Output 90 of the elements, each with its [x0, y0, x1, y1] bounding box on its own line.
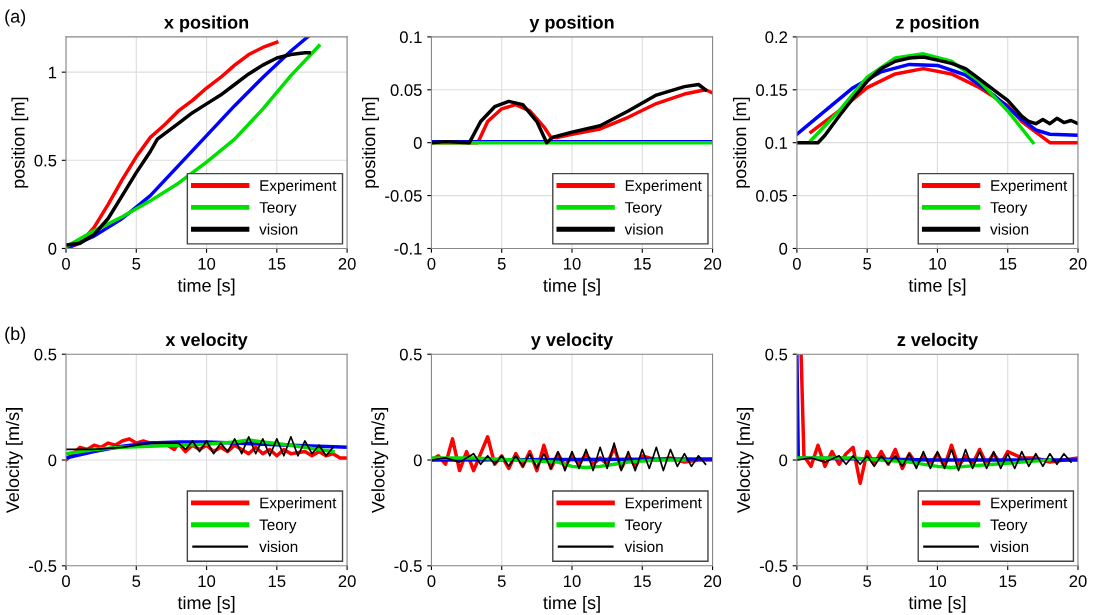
- legend-label: Teory: [259, 202, 297, 216]
- y-axis-title: Velocity [m/s]: [5, 408, 23, 514]
- text: (b): [5, 326, 26, 344]
- legend-label: Teory: [624, 519, 662, 534]
- y-tick-label: -0.05: [385, 189, 422, 202]
- x-tick-label: 20: [704, 575, 722, 588]
- x-tick-label: 15: [268, 575, 286, 588]
- y-tick-label: -0.1: [394, 242, 422, 255]
- legend-label: Teory: [990, 519, 1028, 534]
- y-tick-label: 0: [48, 454, 57, 467]
- x-tick-label: 10: [929, 575, 947, 588]
- y-tick-label: 1: [48, 66, 57, 79]
- x-tick-label: 10: [564, 575, 581, 588]
- y-tick-label: 0: [779, 454, 788, 467]
- legend-label: Experiment: [260, 497, 337, 512]
- x-tick-label: 20: [1069, 257, 1087, 270]
- legend-label: vision: [990, 540, 1029, 553]
- y-tick-label: -0.5: [394, 560, 422, 572]
- x-tick-label: 0: [792, 575, 801, 588]
- legend-label: Teory: [990, 202, 1028, 216]
- legend-label: Experiment: [625, 497, 702, 512]
- y-axis-title: Velocity [m/s]: [371, 408, 389, 514]
- legend-label: vision: [624, 223, 663, 235]
- x-axis-title: time [s]: [177, 595, 235, 613]
- x-tick-label: 15: [268, 258, 286, 270]
- x-tick-label: 20: [338, 257, 356, 270]
- y-tick-label: 0.2: [765, 31, 788, 44]
- x-tick-label: 5: [497, 575, 506, 588]
- x-axis-title: time [s]: [908, 278, 966, 296]
- x-tick-label: 10: [929, 257, 947, 270]
- x-tick-label: 15: [634, 575, 651, 588]
- x-tick-label: 0: [62, 257, 70, 270]
- x-tick-label: 0: [427, 257, 436, 270]
- y-tick-label: 0.1: [765, 137, 788, 149]
- x-tick-label: 10: [564, 257, 581, 270]
- x-tick-label: 15: [999, 258, 1017, 270]
- legend-label: vision: [259, 540, 298, 553]
- legend-label: Experiment: [991, 497, 1068, 512]
- x-tick-label: 5: [863, 258, 872, 270]
- y-axis-title: position [m]: [11, 97, 29, 188]
- chart-title: z position: [896, 15, 979, 33]
- y-axis-title: Velocity [m/s]: [736, 408, 754, 514]
- legend-label: vision: [990, 223, 1029, 235]
- y-tick-label: -0.5: [29, 560, 57, 572]
- y-tick-label: -0.5: [759, 560, 788, 572]
- legend-label: Teory: [624, 202, 662, 216]
- x-tick-label: 10: [198, 257, 216, 270]
- y-tick-label: 0.5: [765, 348, 788, 361]
- x-tick-label: 20: [704, 257, 722, 270]
- y-tick-label: 0: [48, 242, 57, 255]
- x-tick-label: 5: [863, 575, 872, 588]
- x-tick-label: 5: [132, 575, 141, 588]
- chart-title: z velocity: [897, 332, 978, 350]
- chart-title: y position: [529, 15, 614, 33]
- chart-title: y velocity: [531, 332, 614, 350]
- x-tick-label: 5: [132, 258, 141, 270]
- x-tick-label: 15: [999, 575, 1017, 588]
- x-axis-title: time [s]: [908, 595, 966, 613]
- legend-label: Experiment: [991, 179, 1068, 194]
- y-tick-label: 0: [413, 137, 422, 149]
- y-tick-label: 0.5: [399, 348, 422, 361]
- y-tick-label: 0.05: [390, 84, 422, 96]
- chart-title: x velocity: [165, 332, 248, 350]
- y-tick-label: 0: [779, 242, 788, 255]
- y-tick-label: 0.15: [756, 84, 788, 96]
- x-tick-label: 0: [62, 575, 70, 588]
- legend-label: vision: [624, 540, 663, 553]
- y-tick-label: 0.5: [34, 154, 57, 167]
- x-tick-label: 20: [338, 575, 356, 588]
- x-tick-label: 10: [198, 575, 216, 588]
- x-axis-title: time [s]: [177, 278, 235, 296]
- legend-label: vision: [259, 223, 298, 235]
- y-axis-title: position [m]: [733, 97, 750, 188]
- legend-label: Experiment: [625, 179, 702, 194]
- y-axis-title: position [m]: [362, 97, 379, 188]
- y-tick-label: 0.05: [756, 189, 788, 202]
- x-axis-title: time [s]: [543, 278, 600, 296]
- y-tick-label: 0.5: [34, 348, 57, 361]
- x-tick-label: 0: [427, 575, 436, 588]
- text: (a): [5, 9, 26, 27]
- chart-title: x position: [164, 15, 249, 33]
- legend-label: Experiment: [260, 179, 337, 194]
- y-tick-label: 0: [413, 454, 422, 467]
- x-tick-label: 20: [1069, 575, 1087, 588]
- x-tick-label: 0: [792, 257, 801, 270]
- x-tick-label: 15: [634, 258, 651, 270]
- legend-label: Teory: [259, 519, 297, 534]
- x-tick-label: 5: [497, 258, 506, 270]
- y-tick-label: 0.1: [399, 31, 422, 44]
- x-axis-title: time [s]: [543, 595, 600, 613]
